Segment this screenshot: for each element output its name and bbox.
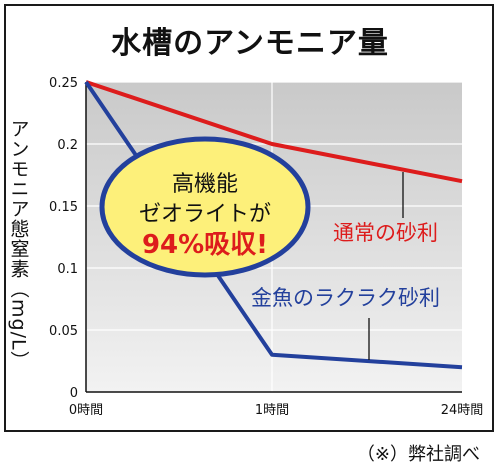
series-line-1: [85, 80, 463, 184]
y-tick-label: 0.15: [49, 200, 78, 215]
callout-line-3: 94%吸収!: [142, 230, 268, 260]
y-tick-label: 0.2: [57, 138, 78, 153]
y-tick-labels: 0 0.05 0.1 0.15 0.2 0.25: [49, 76, 78, 401]
x-tick-label: 24時間: [441, 403, 484, 418]
callout-bubble: 高機能 ゼオライトが 94%吸収!: [99, 136, 311, 278]
y-axis-label: アンモニア態窒素（mg/L）: [7, 119, 30, 371]
callout-line-1: 高機能: [172, 172, 238, 197]
callout-line-2: ゼオライトが: [139, 202, 271, 227]
y-tick-label: 0: [70, 386, 78, 401]
x-tick-label: 1時間: [255, 403, 289, 418]
x-tick-labels: 0時間 1時間 24時間: [69, 403, 483, 418]
y-tick-label: 0.05: [49, 324, 78, 339]
axes: [85, 82, 462, 393]
source-note: （※）弊社調べ: [356, 444, 480, 465]
chart-title: 水槽のアンモニア量: [111, 26, 389, 61]
callout-ellipse: [99, 136, 311, 278]
series-label: 通常の砂利: [333, 221, 438, 245]
x-tick-label: 0時間: [69, 403, 103, 418]
y-tick-label: 0.25: [49, 76, 78, 91]
label-leader-lines: [368, 172, 404, 360]
series-label: 金魚のラクラク砂利: [251, 286, 440, 310]
y-tick-label: 0.1: [57, 262, 78, 277]
